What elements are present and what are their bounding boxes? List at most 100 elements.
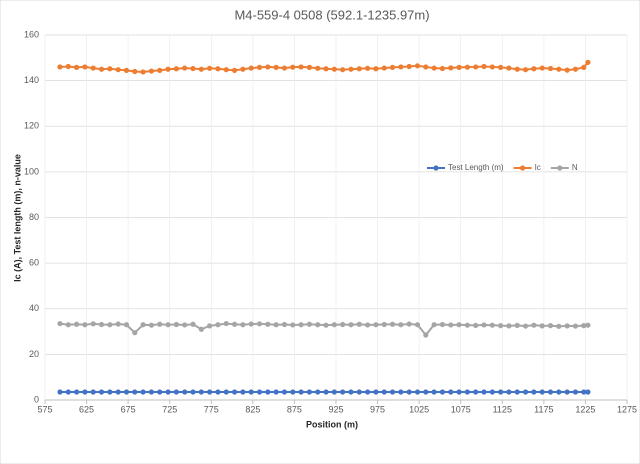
data-point (256, 64, 263, 70)
x-tick-label: 775 (204, 404, 219, 414)
x-tick-label: 875 (287, 404, 302, 414)
data-point (223, 320, 229, 327)
chart-title: M4-559-4 0508 (592.1-1235.97m) (234, 7, 429, 22)
data-point (132, 330, 138, 336)
series (57, 59, 591, 75)
data-point (165, 322, 171, 328)
data-point (198, 389, 204, 395)
data-point (340, 67, 346, 73)
data-point (398, 64, 404, 70)
data-point (306, 389, 312, 395)
data-point (173, 389, 179, 395)
x-tick-label: 575 (37, 404, 52, 414)
data-point (473, 322, 479, 329)
data-point (215, 389, 221, 395)
data-point (240, 389, 246, 395)
data-point (306, 321, 312, 327)
data-point (231, 389, 238, 395)
data-point (340, 389, 346, 395)
data-point (556, 66, 562, 72)
data-point (547, 389, 554, 395)
data-point (140, 69, 146, 75)
data-point (398, 389, 404, 395)
data-point (190, 389, 196, 395)
x-tick-label: 825 (245, 404, 260, 414)
data-point (107, 322, 113, 328)
data-point (506, 323, 512, 329)
data-point (348, 66, 354, 72)
data-point (389, 321, 396, 327)
series (57, 389, 591, 395)
data-point (315, 322, 321, 328)
data-point (290, 322, 296, 328)
data-point (123, 322, 130, 328)
legend-marker (433, 165, 439, 171)
legend-marker (519, 165, 526, 171)
data-point (539, 65, 545, 71)
data-point (522, 323, 529, 329)
data-point (431, 389, 437, 395)
data-point (381, 65, 387, 71)
data-point (506, 65, 512, 71)
series (57, 320, 591, 338)
data-point (298, 389, 304, 395)
data-point (248, 65, 254, 71)
x-tick-label: 725 (162, 404, 177, 414)
data-point (448, 389, 454, 395)
y-tick-label: 60 (29, 258, 39, 268)
data-point (473, 64, 479, 70)
data-point (556, 323, 562, 329)
x-tick-label: 1025 (409, 404, 429, 414)
legend: Test Length (m) Ic N (427, 163, 578, 172)
data-point (464, 389, 470, 395)
data-point (273, 389, 279, 395)
data-point (73, 321, 80, 327)
data-point (265, 321, 271, 327)
data-point (240, 66, 246, 72)
data-point (498, 64, 504, 70)
data-point (98, 66, 105, 72)
data-point (90, 321, 96, 327)
data-point (98, 321, 105, 328)
data-point (281, 65, 288, 71)
data-point (65, 322, 71, 328)
data-point (456, 389, 462, 395)
data-point (539, 389, 545, 395)
data-point (223, 67, 229, 73)
data-point (585, 389, 591, 395)
legend-label: Test Length (m) (448, 163, 504, 172)
data-point (381, 389, 387, 395)
data-point (514, 389, 520, 395)
data-point (298, 322, 304, 328)
data-point (356, 66, 362, 72)
data-point (547, 65, 554, 72)
data-point (82, 322, 88, 328)
data-point (406, 63, 412, 70)
data-point (373, 322, 379, 328)
data-point (57, 64, 63, 70)
data-point (473, 389, 479, 395)
data-point (57, 320, 63, 327)
y-tick-label: 80 (29, 212, 39, 222)
data-point (572, 323, 579, 329)
x-tick-label: 925 (328, 404, 343, 414)
data-point (389, 389, 396, 395)
data-point (248, 389, 254, 395)
data-point (140, 389, 146, 395)
data-point (190, 65, 196, 72)
y-tick-label: 100 (24, 166, 39, 176)
data-point (348, 389, 354, 395)
x-tick-label: 1125 (493, 404, 512, 414)
data-point (456, 64, 462, 70)
data-point (123, 389, 130, 395)
data-point (581, 389, 587, 395)
data-point (464, 64, 470, 70)
data-point (373, 66, 379, 72)
data-point (157, 389, 163, 395)
data-point (489, 322, 495, 328)
legend-label: Ic (535, 163, 541, 172)
data-point (115, 321, 121, 327)
data-point (572, 389, 579, 395)
data-point (381, 321, 387, 328)
